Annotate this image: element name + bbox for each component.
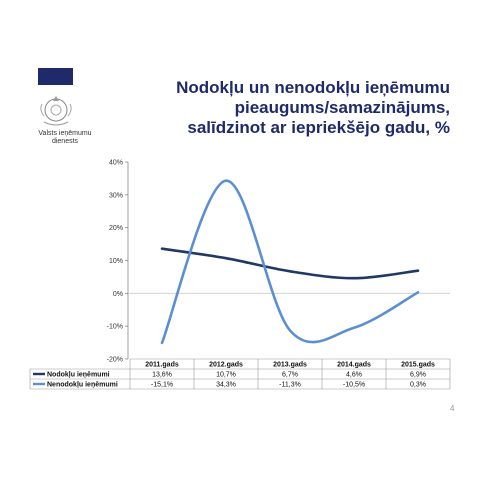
x-category-label: 2011.gads bbox=[145, 362, 179, 369]
title-line: Nodokļu un nenodokļu ieņēmumu bbox=[176, 78, 450, 97]
y-tick-label: 0% bbox=[113, 291, 123, 298]
title-line: pieaugums/samazinājums, bbox=[234, 98, 450, 117]
data-label: 4,6% bbox=[346, 372, 362, 379]
data-label: -15,1% bbox=[151, 382, 173, 389]
page-number: 4 bbox=[450, 404, 455, 413]
coat-of-arms-icon bbox=[40, 96, 72, 126]
data-label: -11,3% bbox=[279, 382, 301, 389]
y-tick-label: 40% bbox=[109, 160, 123, 167]
x-category-label: 2014.gads bbox=[337, 362, 371, 369]
data-label: -10,5% bbox=[343, 382, 365, 389]
y-tick-label: 30% bbox=[109, 192, 123, 199]
brand-color-bar bbox=[38, 68, 73, 85]
series-line-2 bbox=[160, 179, 420, 345]
data-label: 6,9% bbox=[410, 372, 426, 379]
y-tick-label: 10% bbox=[109, 258, 123, 265]
slide-title: Nodokļu un nenodokļu ieņēmumu pieaugums/… bbox=[130, 78, 450, 138]
data-label: 13,6% bbox=[152, 372, 172, 379]
org-name-line: Valsts ieņēmumu bbox=[38, 130, 92, 137]
data-label: 34,3% bbox=[216, 382, 236, 389]
data-label: 6,7% bbox=[282, 372, 298, 379]
title-line: salīdzinot ar iepriekšējo gadu, % bbox=[187, 118, 450, 137]
legend-label: Nodokļu ieņēmumi bbox=[47, 372, 110, 379]
x-category-label: 2013.gads bbox=[273, 362, 307, 369]
data-label: 0,3% bbox=[410, 382, 426, 389]
data-label: 10,7% bbox=[216, 372, 236, 379]
y-tick-label: -20% bbox=[107, 357, 123, 364]
legend-label: Nenodokļu ieņēmumi bbox=[47, 382, 118, 389]
organization-name: Valsts ieņēmumu dienests bbox=[30, 130, 100, 146]
y-tick-label: 20% bbox=[109, 225, 123, 232]
org-name-line: dienests bbox=[51, 138, 79, 145]
x-category-label: 2015.gads bbox=[401, 362, 435, 369]
x-category-label: 2012.gads bbox=[209, 362, 243, 369]
y-tick-label: -10% bbox=[107, 324, 123, 331]
series-line-1 bbox=[160, 247, 420, 280]
